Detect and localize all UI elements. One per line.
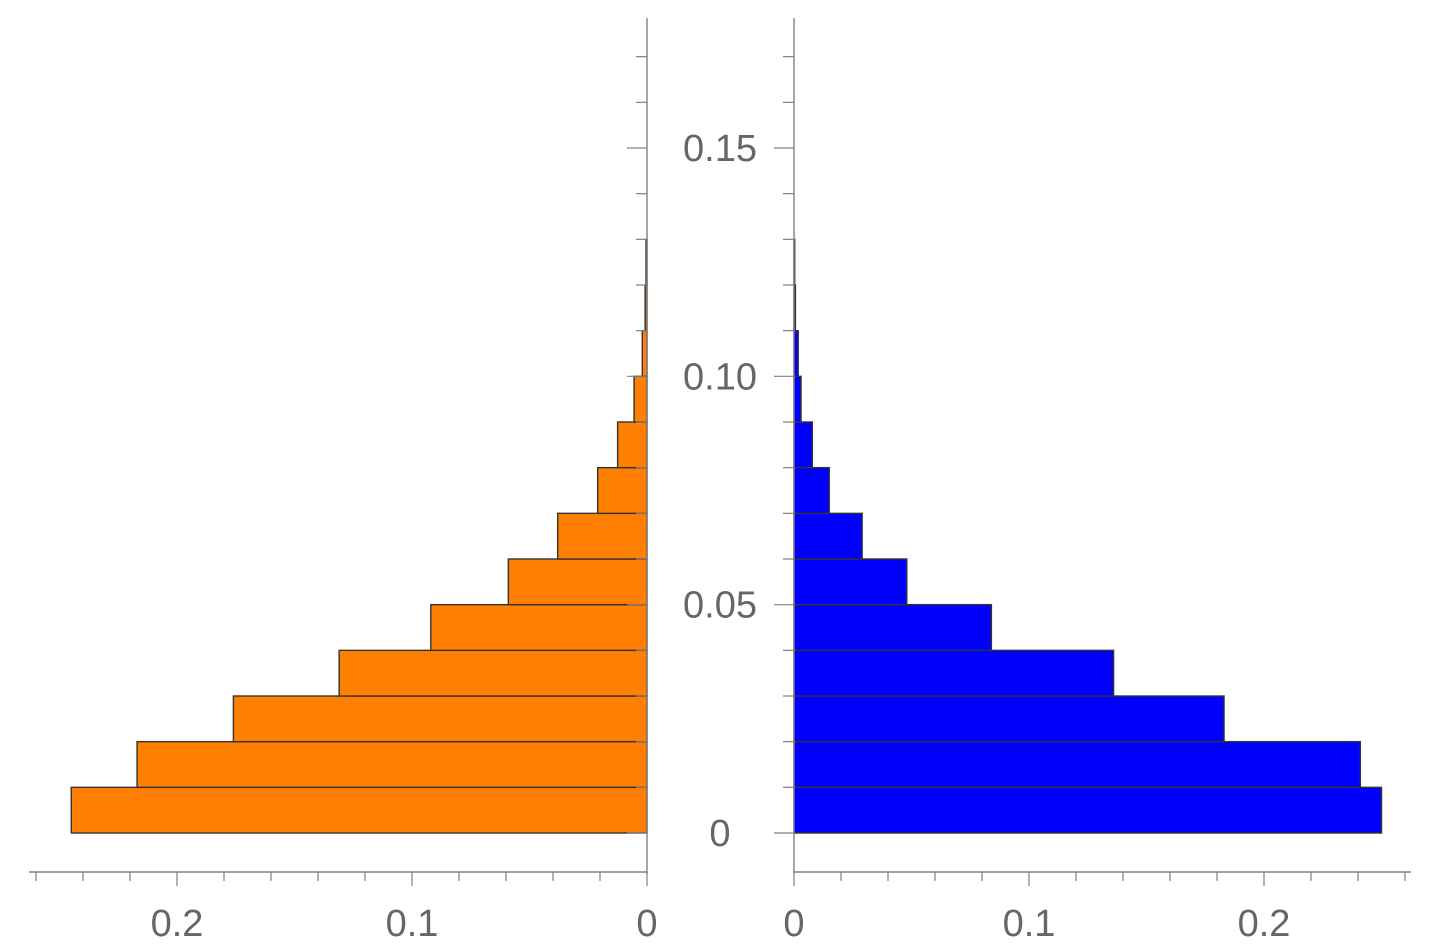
x-tick-label: 0 (783, 903, 804, 945)
bar (557, 512, 648, 560)
bar (338, 649, 648, 697)
bar (793, 740, 1362, 789)
bar (793, 603, 993, 652)
x-tick-label: 0.1 (386, 903, 439, 945)
right-histogram: 0 0.1 0.2 (774, 18, 1411, 945)
x-tick-label: 0 (636, 903, 657, 945)
y-tick-label: 0.10 (683, 356, 757, 398)
bar (232, 695, 648, 743)
bar (793, 786, 1383, 834)
y-tick-label: 0.15 (683, 128, 757, 170)
x-tick-label: 0.2 (1238, 903, 1291, 945)
x-tick-label: 0.2 (151, 903, 204, 945)
x-tick-label: 0.1 (1003, 903, 1056, 945)
y-tick-label: 0.05 (683, 585, 757, 627)
bar (793, 695, 1225, 743)
bar (633, 375, 648, 423)
left-histogram: 0.2 0.1 000.050.100.15 (29, 18, 757, 945)
bar (596, 466, 648, 515)
bar (793, 421, 814, 469)
y-tick-label: 0 (709, 813, 730, 855)
bar (793, 558, 908, 606)
bar (136, 740, 648, 789)
bar (793, 375, 802, 423)
bar (793, 649, 1115, 697)
bar (430, 603, 648, 652)
bar (793, 466, 830, 515)
bar (641, 329, 648, 378)
bar (793, 512, 863, 560)
bar (616, 421, 648, 469)
bar (507, 558, 648, 606)
bar (70, 786, 648, 834)
